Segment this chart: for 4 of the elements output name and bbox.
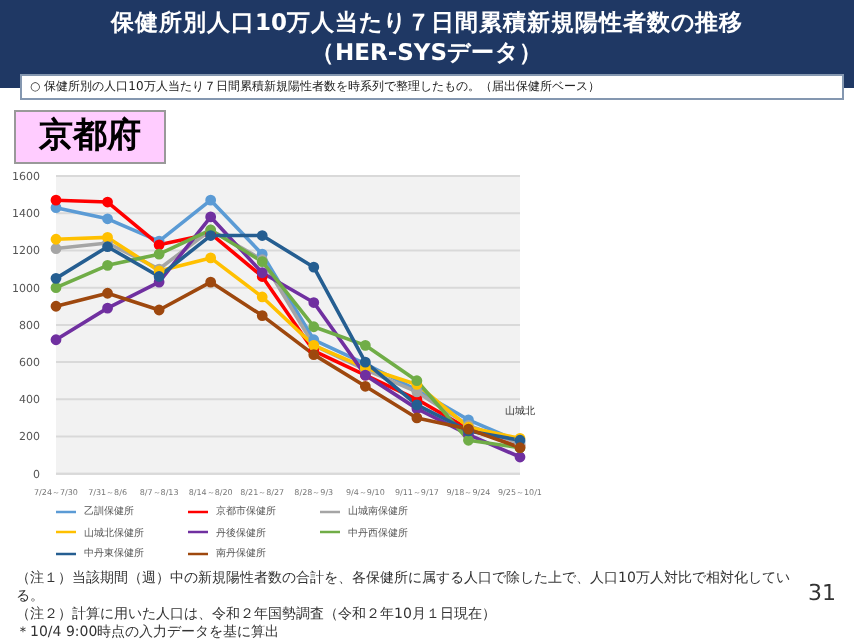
- text: 31: [808, 580, 836, 606]
- chart-subtitle: （HER-SYSデータ）: [308, 38, 545, 68]
- text: 京都府: [14, 110, 166, 164]
- chart-title: 保健所別人口10万人当たり７日間累積新規陽性者数の推移: [108, 8, 745, 38]
